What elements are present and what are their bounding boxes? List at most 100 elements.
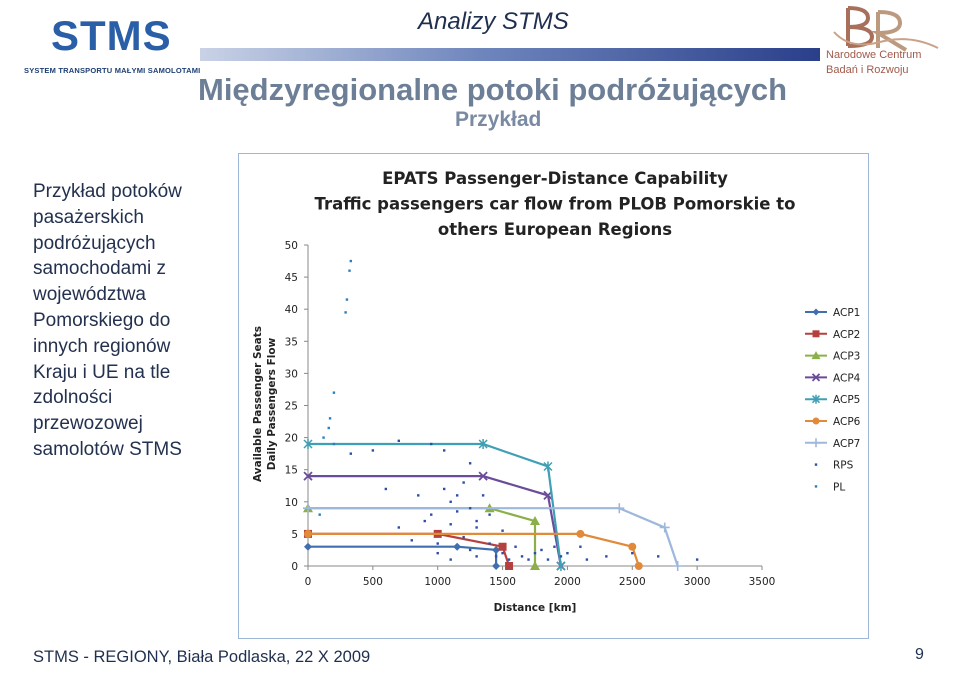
pl-data-point [318,513,321,516]
legend-acp5-marker [811,394,821,404]
acp5-series-line [308,442,562,567]
rps-data-point [436,551,439,555]
acp4-data-point [478,471,488,481]
legend-pl-label: PL [833,481,845,493]
legend-acp3-label: ACP3 [833,351,860,363]
legend-rps-marker [814,463,818,466]
y-axis-label: Available Passenger Seats [252,326,264,482]
rps-data-point [397,526,400,529]
description-line: pasażerskich [33,206,144,228]
acp2-series-line [308,532,511,567]
ncbr-logo-line1: Narodowe Centrum [826,49,922,61]
chart-frame: EPATS Passenger-Distance Capability Traff… [238,153,869,639]
rps-data-point [559,555,563,558]
rps-data-point [384,487,388,491]
rps-data-point [417,494,420,497]
legend-acp6-label: ACP6 [833,416,861,428]
rps-data-point [501,529,504,532]
rps-data-point [540,548,543,552]
rps-data-point [494,555,498,558]
x-tick-label: 1000 [424,576,451,588]
acp7-data-point [614,503,625,514]
legend-acp7-label: ACP7 [833,438,860,450]
acp7-data-point [672,561,683,571]
description-line: samochodami z [33,258,167,280]
acp3-data-point [530,516,540,526]
y-tick-label: 20 [285,433,298,445]
legend-acp2-label: ACP2 [833,329,860,341]
chart-title-line: EPATS Passenger-Distance Capability [382,169,728,188]
x-tick-label: 2000 [554,576,581,588]
rps-data-point [546,558,550,561]
rps-data-point [468,548,472,552]
rps-data-point [349,452,353,455]
rps-data-point [527,558,530,561]
description-line: przewozowej [33,413,143,435]
pl-data-point [344,311,347,314]
rps-data-point [488,513,491,516]
legend-acp4-label: ACP4 [833,372,861,384]
acp3-series-line [308,507,537,566]
y-tick-label: 50 [285,240,298,252]
rps-data-point [566,551,569,555]
acp3-data-point [530,561,540,570]
y-tick-label: 25 [285,401,298,413]
acp1-series-line [308,545,498,566]
description-line: Przykład potoków [33,181,182,202]
rps-data-point [462,535,465,539]
pl-data-point [332,442,336,446]
description-line: zdolności [33,387,113,409]
description-line: Kraju i UE na tle [33,361,171,383]
rps-data-point [443,487,446,491]
description-line: samolotów STMS [33,438,182,460]
y-tick-label: 45 [285,272,298,284]
y-tick-label: 0 [291,561,298,573]
x-axis-label: Distance [km] [494,602,577,614]
passenger-distance-chart: EPATS Passenger-Distance Capability Traff… [252,169,861,614]
x-tick-label: 2500 [619,576,646,588]
acp7-data-point [659,522,670,533]
description-line: podróżujących [33,232,156,254]
chart-title-line: others European Regions [438,220,672,239]
legend-acp5-label: ACP5 [833,394,860,406]
rps-data-point [501,551,504,555]
description-line: innych regionów [33,335,171,357]
rps-data-point [397,439,400,443]
pl-data-point [332,391,336,394]
acp1-data-point [304,542,312,551]
acp1-data-point [492,562,501,570]
y-tick-label: 40 [285,304,298,316]
acp1-data-point [492,545,501,554]
rps-data-point [462,481,465,484]
legend-acp1-marker [812,308,820,316]
y-tick-label: 10 [285,497,298,509]
y-tick-label: 30 [285,368,298,380]
acp2-data-point [505,562,514,570]
acp4-series-line [308,475,562,567]
rps-data-point [488,542,491,545]
acp6-data-point [628,542,637,551]
acp7-data-point [303,503,313,514]
y-tick-label: 35 [285,336,298,348]
x-tick-label: 1500 [489,576,516,588]
rps-data-point [475,526,478,529]
legend-acp4-marker [811,373,821,382]
rps-data-point [579,545,582,548]
rps-data-point [507,558,511,561]
pl-data-point [328,417,332,420]
chart-title-line: Traffic passengers car flow from PLOB Po… [315,195,796,214]
legend-acp2-marker [812,330,820,338]
rps-data-point [430,513,433,516]
ncbr-logo-line2: Badań i Rozwoju [826,64,909,76]
legend-acp3-marker [811,351,821,360]
acp5-data-point [543,461,553,472]
ncbr-logo-mark [833,6,939,52]
rps-data-point [514,545,517,548]
rps-data-point [410,539,413,542]
legend-acp6-marker [812,417,820,425]
description-line: Pomorskiego do [33,309,171,331]
acp7-series-line [308,507,679,567]
rps-data-point [475,555,478,558]
page-number: 9 [915,646,924,663]
rps-data-point [553,545,556,548]
